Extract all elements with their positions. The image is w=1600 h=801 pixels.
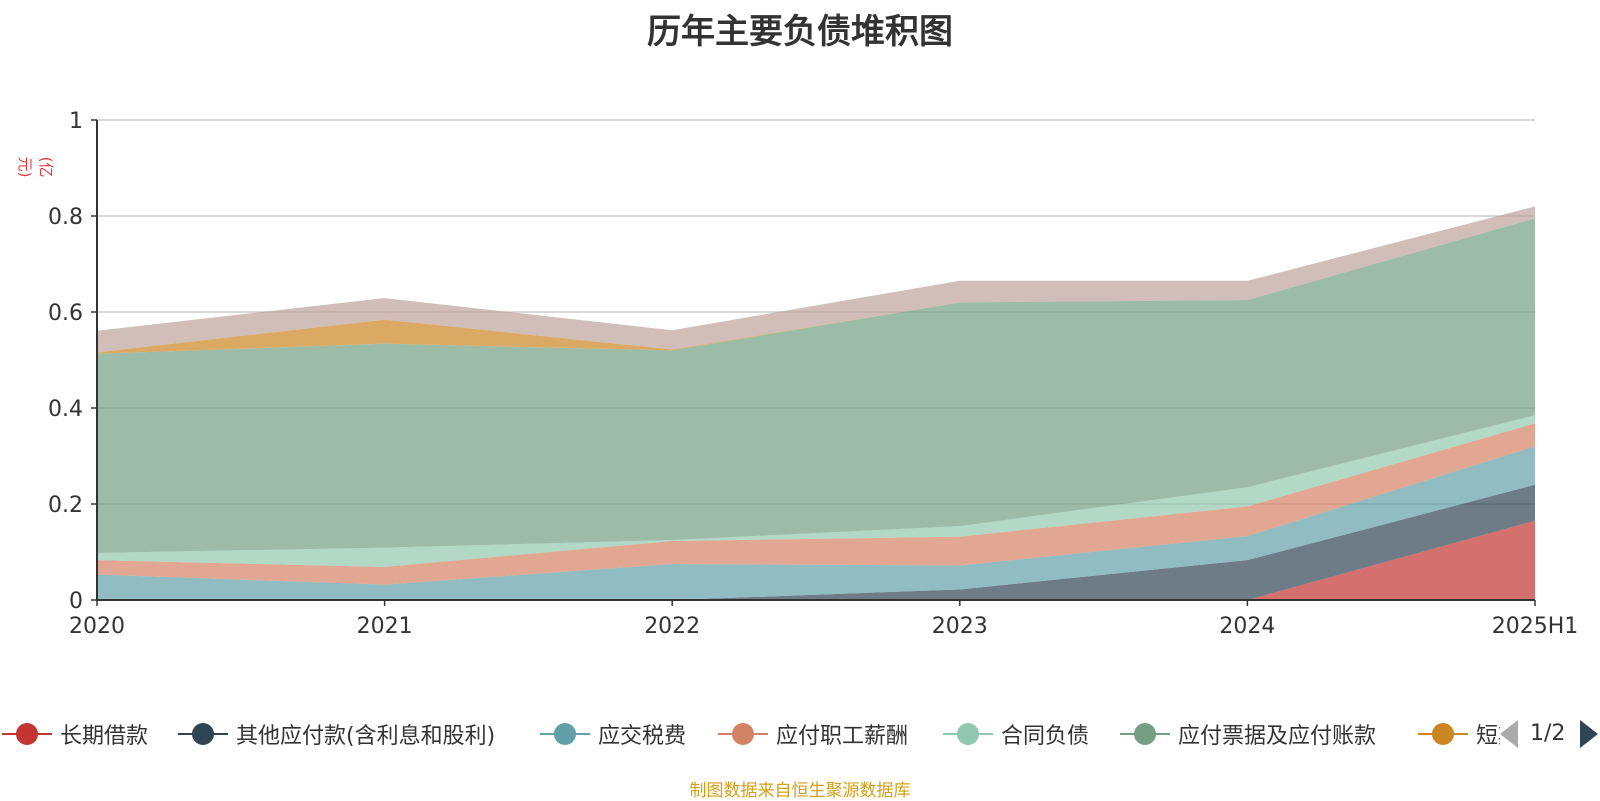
- area-series-layer: [97, 206, 1535, 600]
- axes: [91, 119, 1536, 606]
- legend-marker-icon: [943, 718, 993, 750]
- legend-next-page-icon[interactable]: [1580, 720, 1598, 748]
- x-tick-label: 2023: [932, 614, 988, 639]
- legend-pager: 1/2: [1500, 718, 1600, 750]
- legend-marker-icon: [718, 718, 768, 750]
- x-tick-label: 2021: [357, 614, 413, 639]
- legend-marker-icon: [1120, 718, 1170, 750]
- legend-marker-icon: [2, 718, 52, 750]
- series-area-unlabeled-7: [97, 206, 1535, 353]
- chart-title: 历年主要负债堆积图: [647, 12, 953, 52]
- series-area-4: [97, 415, 1535, 567]
- y-tick-label: 0.6: [48, 301, 83, 326]
- legend-label: 应付票据及应付账款: [1178, 724, 1377, 749]
- legend-marker-icon: [540, 718, 590, 750]
- tick-labels: 0 0.2 0.4 0.6 0.8 1 2020 2021 2022 2023 2024 2025H1: [48, 109, 1578, 639]
- legend-marker-icon: [1418, 718, 1468, 750]
- y-tick-label: 1: [69, 109, 83, 134]
- x-tick-label: 2020: [69, 614, 125, 639]
- series-area-2: [97, 446, 1535, 600]
- legend-item[interactable]: 应付票据及应付账款: [1120, 718, 1376, 750]
- stacked-area-chart: 0 0.2 0.4 0.6 0.8 1 2020 2021 2022 2023 2024 2025H1: [48, 109, 1578, 639]
- legend-item[interactable]: 短期借款: [1418, 718, 1500, 750]
- y-tick-label: 0: [69, 589, 83, 614]
- legend-item[interactable]: 合同负债: [943, 718, 1089, 750]
- series-area-0: [97, 520, 1535, 600]
- legend-page-indicator: 1/2: [1530, 721, 1566, 746]
- series-area-6: [97, 218, 1535, 354]
- legend-label: 合同负债: [1001, 724, 1090, 749]
- legend-label: 短期借款: [1476, 724, 1500, 749]
- series-area-5: [97, 218, 1535, 553]
- legend-item[interactable]: 其他应付款(含利息和股利): [178, 718, 495, 750]
- series-area-3: [97, 423, 1535, 585]
- legend: 长期借款 其他应付款(含利息和股利) 应交税费 应付职工薪酬 合同负债 应付票据及应付账款…: [0, 718, 1500, 750]
- x-tick-label: 2025H1: [1492, 614, 1579, 639]
- series-area-1: [97, 484, 1535, 600]
- data-source-note: 制图数据来自恒生聚源数据库: [689, 781, 911, 801]
- legend-label: 应付职工薪酬: [776, 724, 909, 749]
- y-tick-label: 0.8: [48, 205, 83, 230]
- x-tick-label: 2024: [1219, 614, 1275, 639]
- legend-item[interactable]: 应交税费: [540, 718, 686, 750]
- y-tick-label: 0.4: [48, 397, 83, 422]
- legend-prev-page-icon[interactable]: [1500, 720, 1518, 748]
- legend-label: 长期借款: [60, 724, 149, 749]
- legend-label: 其他应付款(含利息和股利): [236, 724, 496, 749]
- y-tick-label: 0.2: [48, 493, 83, 518]
- legend-item[interactable]: 应付职工薪酬: [718, 718, 908, 750]
- x-tick-label: 2022: [644, 614, 700, 639]
- legend-marker-icon: [178, 718, 228, 750]
- legend-label: 应交税费: [598, 724, 687, 749]
- legend-item[interactable]: 长期借款: [2, 718, 148, 750]
